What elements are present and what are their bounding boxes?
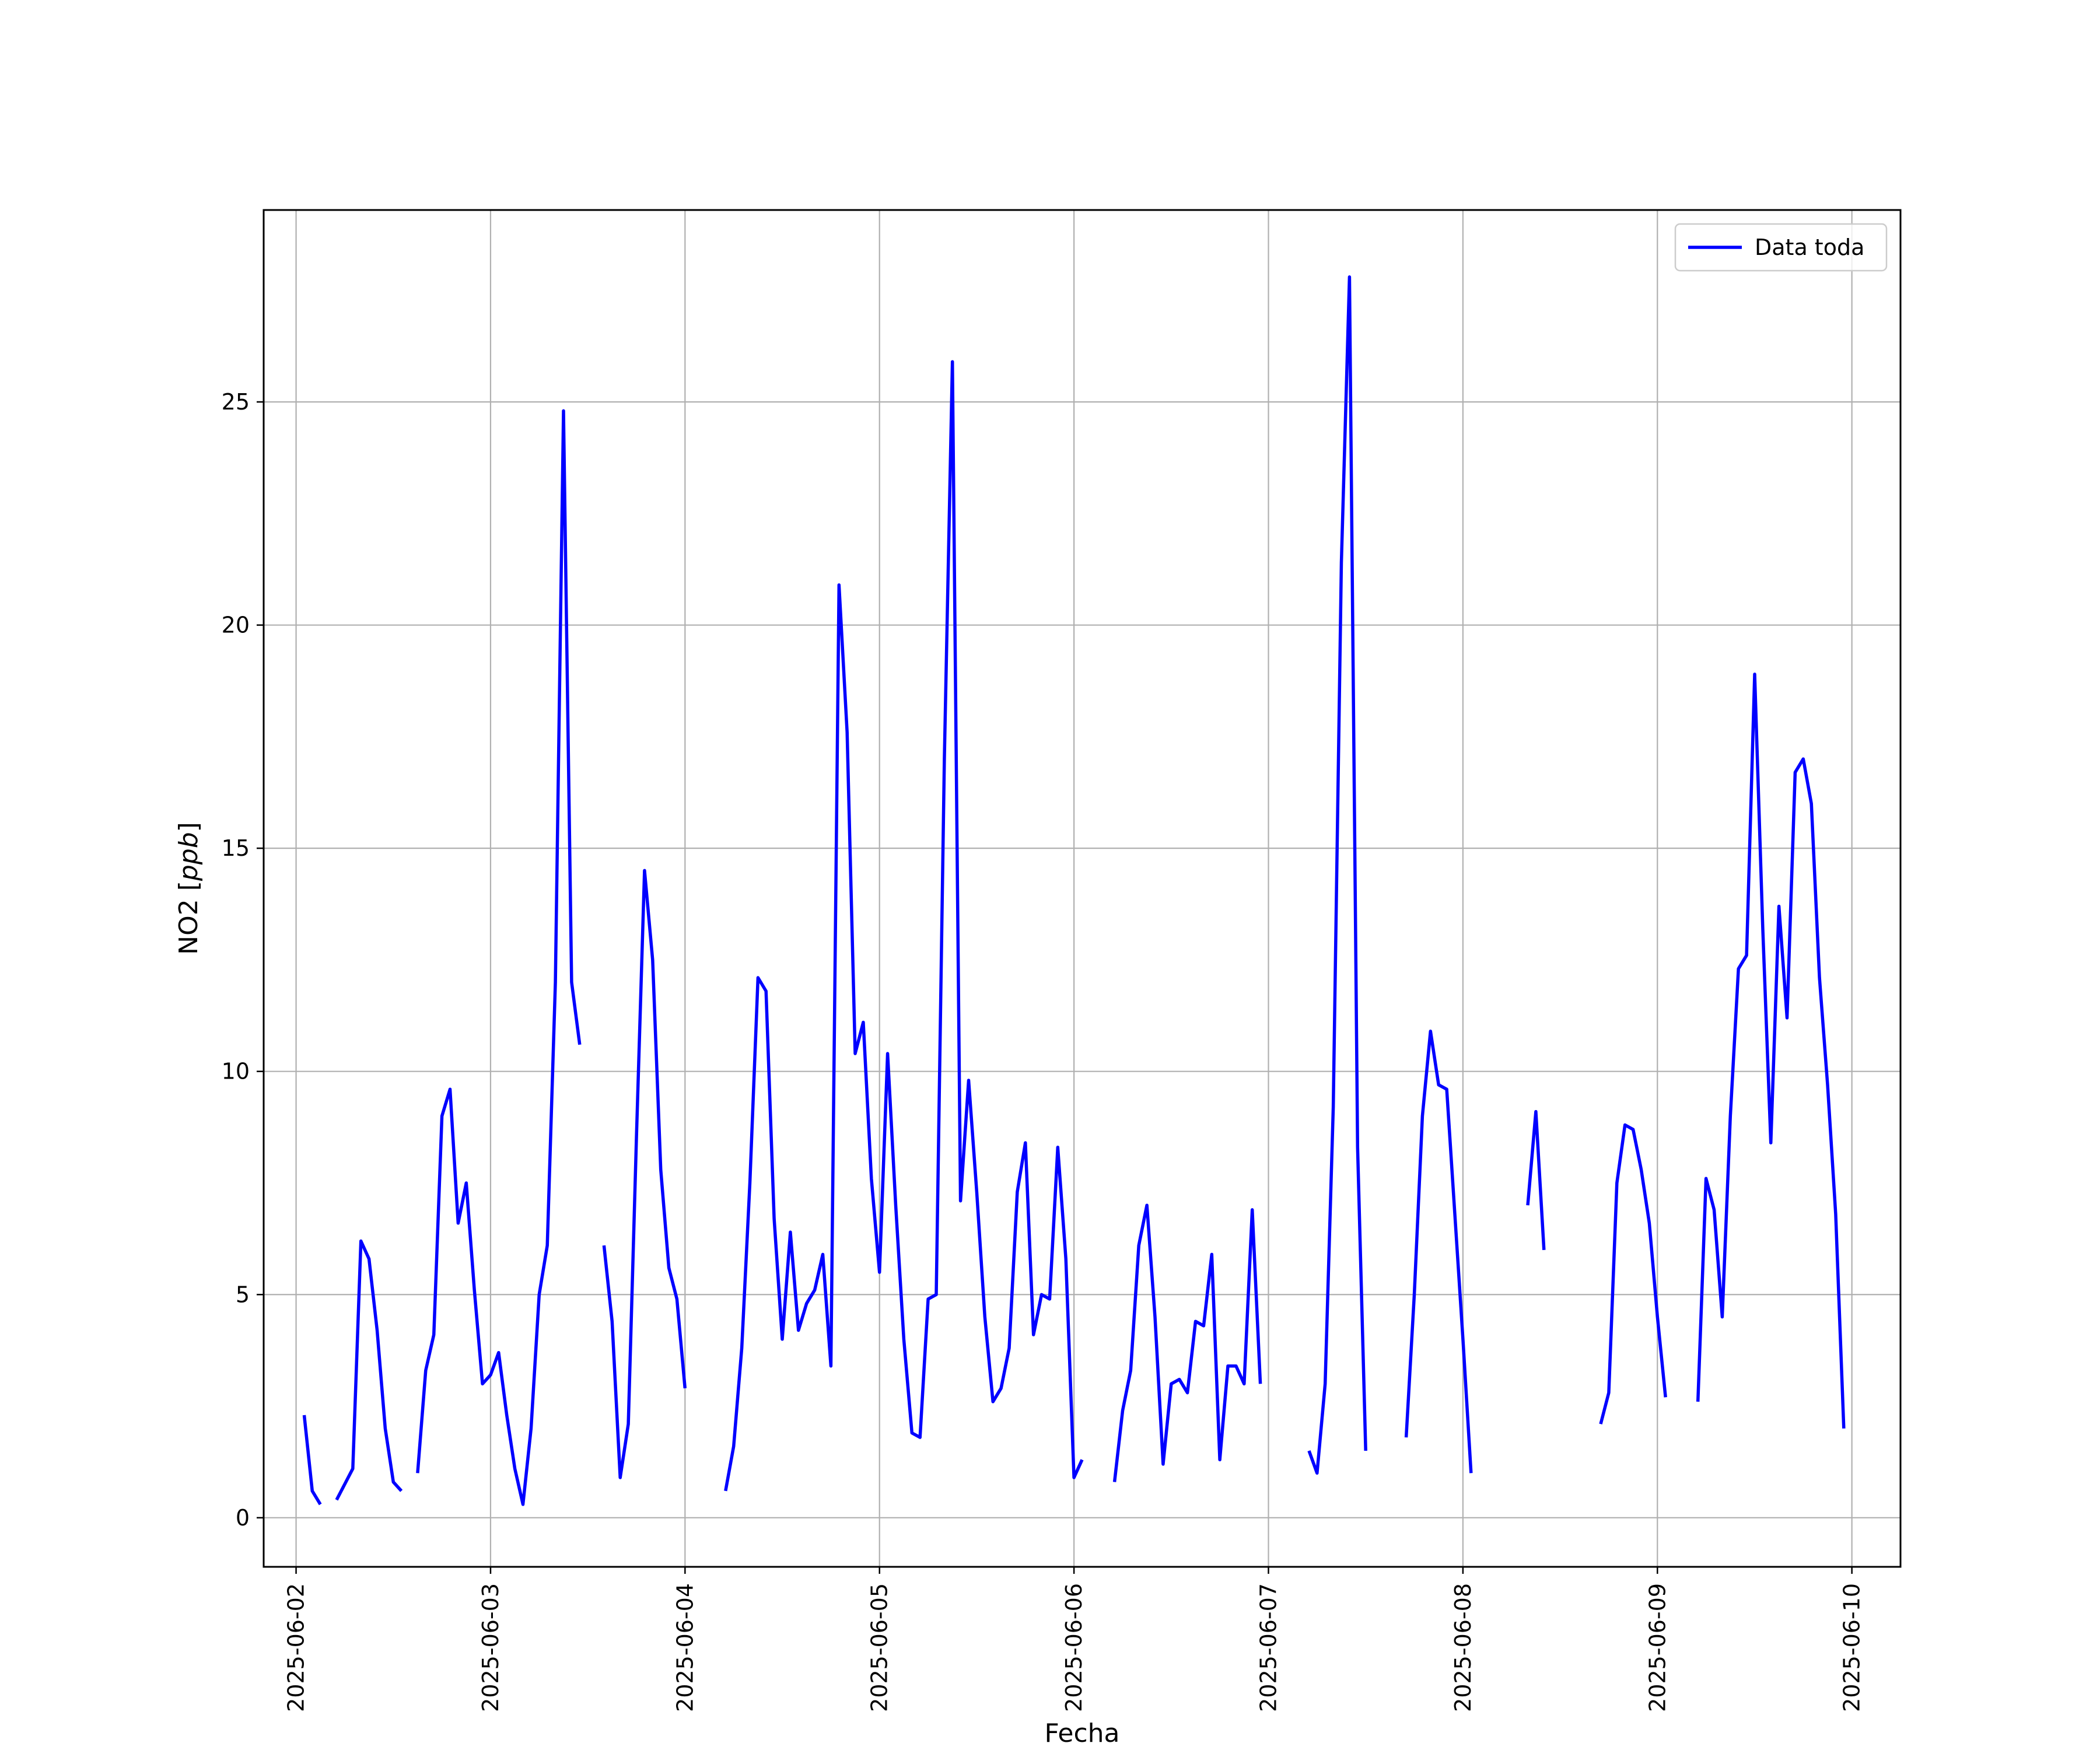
series-line-segment: [1526, 1110, 1546, 1250]
y-tick-label: 0: [236, 1505, 250, 1531]
legend-box: [1674, 223, 1888, 272]
grid-lines: [264, 210, 1901, 1567]
y-axis-label-part: ]: [174, 822, 204, 832]
x-axis-label: Fecha: [1044, 1718, 1119, 1748]
y-axis-label: NO2 [ppb]: [174, 822, 204, 955]
y-tick-label: 25: [222, 389, 250, 415]
legend: Data toda: [1674, 223, 1888, 272]
x-axis: 2025-06-02 2025-06-03 2025-06-04 2025-06-05…: [284, 1567, 1865, 1712]
x-tick-label: 2025-06-02: [284, 1583, 309, 1712]
series-line-segment: [724, 360, 1084, 1492]
y-tick-label: 20: [222, 612, 250, 638]
x-tick-label: 2025-06-05: [867, 1583, 892, 1712]
series-line-segment: [1112, 1203, 1262, 1482]
series-line-group: [302, 275, 1846, 1506]
series-line-segment: [1307, 275, 1367, 1475]
x-tick-label: 2025-06-07: [1255, 1583, 1281, 1712]
x-tick-label: 2025-06-03: [478, 1583, 503, 1712]
series-line-segment: [335, 1239, 403, 1501]
y-axis-unit: ppb: [174, 832, 204, 881]
y-tick-label: 10: [222, 1059, 250, 1084]
y-tick-label: 5: [236, 1282, 250, 1307]
data-series: [302, 275, 1846, 1506]
x-tick-label: 2025-06-10: [1839, 1583, 1865, 1712]
x-tick-label: 2025-06-04: [672, 1583, 698, 1712]
plot-area-frame: [262, 209, 1902, 1568]
y-axis: 0 5 10 15 20 25: [222, 389, 264, 1531]
series-line-segment: [1404, 1030, 1473, 1474]
x-tick-label: 2025-06-09: [1644, 1583, 1670, 1712]
y-tick-label: 15: [222, 835, 250, 861]
series-line-segment: [602, 869, 687, 1479]
series-line-segment: [302, 1415, 322, 1506]
series-line-segment: [1696, 672, 1846, 1429]
legend-entry-label: Data toda: [1755, 235, 1864, 260]
series-line-segment: [416, 409, 582, 1506]
x-tick-label: 2025-06-08: [1450, 1583, 1476, 1712]
series-line-segment: [1599, 1123, 1667, 1424]
x-tick-label: 2025-06-06: [1061, 1583, 1087, 1712]
y-axis-label-part: NO2 [: [174, 881, 204, 955]
